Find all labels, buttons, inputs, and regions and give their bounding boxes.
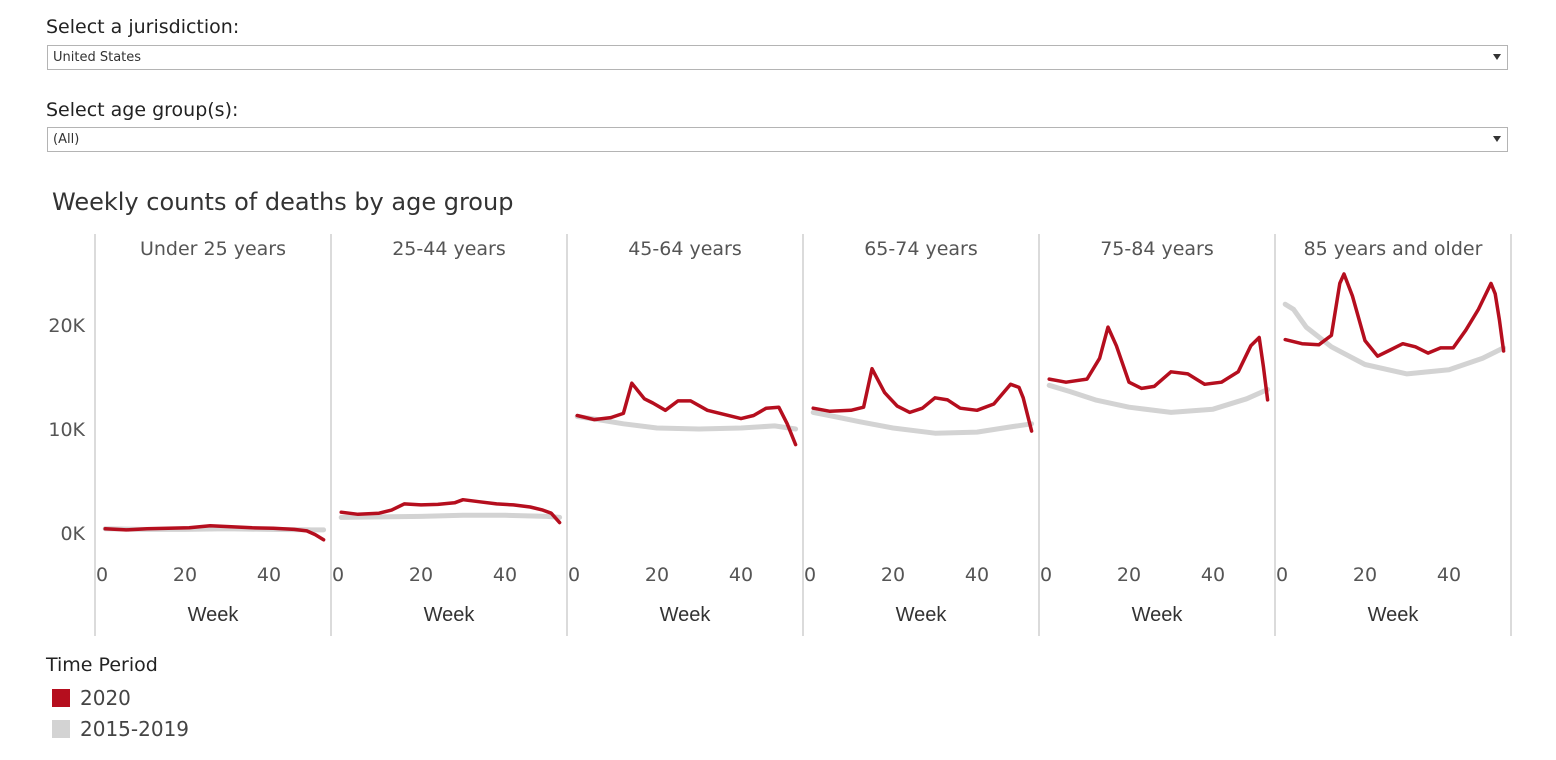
chevron-down-icon: [1493, 54, 1501, 60]
y-tick-label: 10K: [48, 419, 85, 441]
series-line-2020: [1047, 325, 1270, 402]
series-line-2015-2019: [1046, 382, 1271, 415]
jurisdiction-select-value: United States: [53, 50, 142, 65]
x-axis-title: Week: [1132, 604, 1184, 626]
x-tick-label: 0: [1040, 564, 1052, 586]
x-axis-title: Week: [896, 604, 948, 626]
x-axis-title: Week: [424, 604, 476, 626]
x-tick-label: 20: [409, 564, 433, 586]
x-tick-label: 40: [965, 564, 989, 586]
x-tick-label: 40: [257, 564, 281, 586]
x-tick-label: 0: [96, 564, 108, 586]
x-tick-label: 0: [568, 564, 580, 586]
x-axis-title: Week: [660, 604, 712, 626]
x-tick-label: 40: [1437, 564, 1461, 586]
jurisdiction-filter-label: Select a jurisdiction:: [46, 16, 240, 38]
x-tick-label: 0: [1276, 564, 1288, 586]
x-axis-title: Week: [188, 604, 240, 626]
x-tick-label: 20: [645, 564, 669, 586]
panel-header: 75-84 years: [1100, 238, 1214, 260]
x-tick-label: 20: [881, 564, 905, 586]
jurisdiction-select[interactable]: United States: [47, 45, 1508, 70]
legend-title: Time Period: [46, 654, 158, 676]
age-group-filter-label: Select age group(s):: [46, 99, 239, 121]
x-tick-label: 40: [729, 564, 753, 586]
series-line-2015-2019: [1282, 301, 1507, 377]
panel-header: 25-44 years: [392, 238, 506, 260]
legend-label: 2020: [80, 686, 131, 710]
series-line-2020: [339, 497, 562, 525]
chart-title: Weekly counts of deaths by age group: [52, 188, 514, 216]
x-tick-label: 40: [1201, 564, 1225, 586]
series-line-2020: [103, 523, 326, 542]
series-line-2020: [1283, 272, 1506, 358]
panel-header: 85 years and older: [1304, 238, 1483, 260]
age-group-select[interactable]: (All): [47, 127, 1508, 152]
panel-header: 65-74 years: [864, 238, 978, 260]
x-tick-label: 0: [804, 564, 816, 586]
legend-label: 2015-2019: [80, 717, 190, 741]
legend-swatch-2020: [52, 689, 70, 707]
series-line-2020: [811, 366, 1034, 433]
x-tick-label: 0: [332, 564, 344, 586]
chevron-down-icon: [1493, 136, 1501, 142]
y-tick-label: 0K: [60, 523, 85, 545]
y-tick-label: 20K: [48, 315, 85, 337]
panel-header: Under 25 years: [140, 238, 286, 260]
x-tick-label: 20: [173, 564, 197, 586]
panel-header: 45-64 years: [628, 238, 742, 260]
legend-swatch-2015-2019: [52, 720, 70, 738]
series-line-2015-2019: [810, 409, 1035, 436]
age-group-select-value: (All): [53, 132, 80, 147]
x-tick-label: 20: [1353, 564, 1377, 586]
x-axis-title: Week: [1368, 604, 1420, 626]
series-line-2020: [575, 381, 798, 447]
series-line-2015-2019: [338, 512, 563, 520]
x-tick-label: 40: [493, 564, 517, 586]
x-tick-label: 20: [1117, 564, 1141, 586]
